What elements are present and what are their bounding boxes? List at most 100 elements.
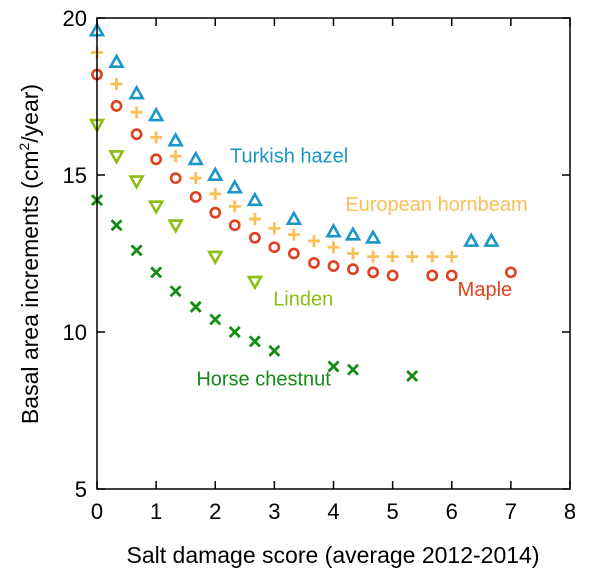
series-label: Horse chestnut xyxy=(196,368,331,390)
data-point xyxy=(445,269,458,282)
data-point xyxy=(248,212,261,225)
data-point xyxy=(187,150,204,166)
data-point xyxy=(463,232,480,247)
series-label: Maple xyxy=(458,279,512,301)
data-point xyxy=(130,106,143,119)
data-point xyxy=(327,260,340,272)
data-point xyxy=(110,219,123,232)
data-point xyxy=(167,219,184,234)
data-point xyxy=(327,360,340,373)
data-point xyxy=(128,84,145,100)
data-point xyxy=(228,326,241,338)
data-point xyxy=(209,206,222,219)
data-point xyxy=(108,150,125,165)
data-point xyxy=(367,250,380,263)
data-point xyxy=(207,250,224,266)
data-point xyxy=(347,247,360,260)
series-label: Turkish hazel xyxy=(230,145,348,167)
data-point xyxy=(108,53,125,68)
data-point xyxy=(406,250,419,263)
series-label: European hornbeam xyxy=(345,194,527,216)
data-point xyxy=(169,150,182,163)
x-tick-label: 0 xyxy=(91,499,103,524)
series-label: Linden xyxy=(273,288,333,310)
data-point xyxy=(228,219,241,232)
x-tick-label: 1 xyxy=(150,499,162,524)
data-point xyxy=(386,250,399,263)
data-point xyxy=(445,250,458,263)
data-point xyxy=(147,106,165,122)
x-tick-label: 2 xyxy=(209,499,221,524)
axis-ticks: 0 1 2 3 4 5 6 7 8 5 10 15 20 xyxy=(63,6,577,524)
data-point xyxy=(483,232,500,247)
x-tick-label: 8 xyxy=(564,499,576,524)
series-horse-chestnut xyxy=(91,194,419,382)
series-linden xyxy=(88,118,264,291)
data-point xyxy=(327,241,340,254)
data-point xyxy=(207,166,224,181)
data-point xyxy=(228,200,241,213)
x-tick-label: 3 xyxy=(268,499,280,524)
data-point xyxy=(307,234,320,247)
series-maple xyxy=(91,68,517,282)
data-point xyxy=(347,363,360,376)
data-point xyxy=(344,226,362,241)
y-axis-label-main: Basal area increments (cm xyxy=(17,151,43,425)
y-tick-label: 15 xyxy=(63,163,87,188)
data-point xyxy=(167,131,184,147)
data-point xyxy=(169,172,182,185)
series-turkish-hazel xyxy=(88,21,500,247)
series-labels: Turkish hazel European hornbeam Maple Linde… xyxy=(196,145,527,390)
data-point xyxy=(209,187,222,200)
data-point xyxy=(426,250,439,263)
data-point xyxy=(364,229,382,244)
data-point xyxy=(248,231,261,244)
data-point xyxy=(150,153,163,166)
data-point xyxy=(406,369,419,382)
data-point xyxy=(150,131,163,144)
data-point xyxy=(189,300,202,313)
x-tick-label: 6 xyxy=(446,499,458,524)
data-point xyxy=(308,257,320,269)
y-tick-label: 20 xyxy=(63,6,87,31)
data-point xyxy=(110,77,123,90)
data-point xyxy=(347,263,359,276)
data-point xyxy=(287,228,300,241)
data-point xyxy=(110,100,123,112)
data-point xyxy=(325,222,342,238)
data-point xyxy=(268,222,281,235)
data-point xyxy=(504,266,517,279)
data-point xyxy=(246,275,264,291)
data-point xyxy=(226,178,243,194)
y-axis-label-unit: /year) xyxy=(17,84,43,143)
data-point xyxy=(169,285,182,298)
x-tick-label: 4 xyxy=(327,499,339,524)
data-point xyxy=(130,244,143,257)
data-point xyxy=(386,269,399,282)
series-european-hornbeam xyxy=(91,46,458,263)
x-tick-label: 5 xyxy=(387,499,399,524)
y-axis-label-superscript: 2 xyxy=(16,143,32,151)
data-point xyxy=(248,335,261,348)
data-point xyxy=(189,191,202,203)
data-marks xyxy=(88,21,517,382)
data-point xyxy=(128,175,145,190)
plot-frame xyxy=(96,17,571,490)
data-point xyxy=(268,241,281,254)
y-tick-label: 10 xyxy=(63,320,87,345)
data-point xyxy=(285,210,303,225)
data-point xyxy=(130,128,143,141)
data-point xyxy=(367,266,380,279)
data-point xyxy=(189,172,202,185)
data-point xyxy=(209,313,222,326)
y-tick-label: 5 xyxy=(75,477,87,502)
data-point xyxy=(246,191,264,207)
x-axis-label: Salt damage score (average 2012-2014) xyxy=(127,542,540,568)
y-axis-label: Basal area increments (cm2/year) xyxy=(16,84,43,424)
data-point xyxy=(150,266,163,279)
data-point xyxy=(287,247,300,260)
x-tick-label: 7 xyxy=(505,499,517,524)
data-point xyxy=(426,269,439,282)
data-point xyxy=(268,344,281,357)
